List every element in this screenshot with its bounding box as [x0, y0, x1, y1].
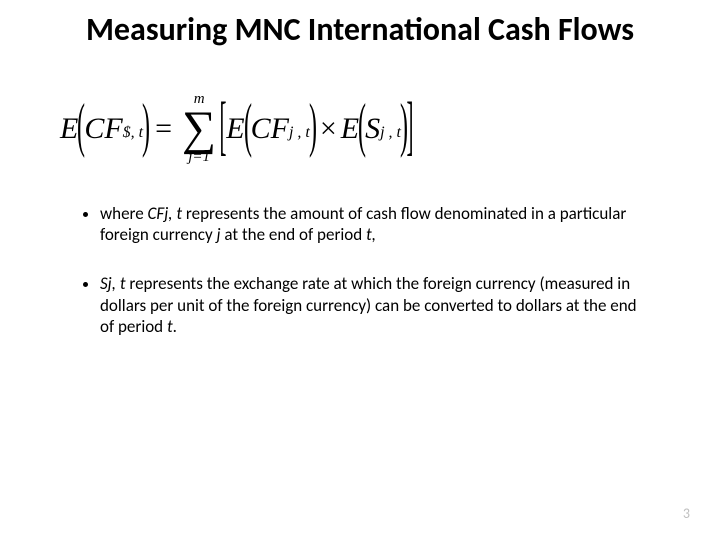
- bracket-open: [: [220, 89, 227, 164]
- lhs-CF: CF: [84, 112, 122, 146]
- r1-sub: j , t: [289, 124, 310, 142]
- slide-title: Measuring MNC International Cash Flows: [0, 0, 720, 49]
- r1-CF: CF: [251, 112, 289, 146]
- b2-mid: represents the exchange rate at which th…: [100, 273, 637, 337]
- paren-close-2: ): [309, 93, 317, 161]
- times: ×: [320, 112, 337, 146]
- paren-open-3: (: [358, 93, 366, 161]
- b1-mid2: at the end of period: [221, 224, 366, 245]
- b2-end: .: [173, 316, 177, 337]
- sum-lower: j=1: [188, 150, 210, 165]
- b1-pre: where: [100, 203, 148, 224]
- equals: =: [155, 112, 172, 146]
- paren-open: (: [77, 93, 85, 161]
- r2-E: E: [341, 112, 359, 146]
- r2-sub: j , t: [380, 124, 401, 142]
- bullet-1: where CFj, t represents the amount of ca…: [100, 203, 650, 246]
- r1-E: E: [226, 112, 244, 146]
- b1-var: CFj, t: [148, 203, 183, 224]
- b2-var: Sj, t: [100, 273, 126, 294]
- paren-open-2: (: [244, 93, 252, 161]
- formula: E ( CF $, t ) = m ∑ j=1 [ E ( CF j , t )…: [60, 89, 660, 169]
- page-number: 3: [683, 505, 690, 522]
- r2-S: S: [365, 112, 380, 146]
- bullet-list: where CFj, t represents the amount of ca…: [0, 189, 720, 337]
- bracket-close: ]: [406, 89, 413, 164]
- formula-container: E ( CF $, t ) = m ∑ j=1 [ E ( CF j , t )…: [0, 49, 720, 189]
- paren-close: ): [142, 93, 150, 161]
- b1-t: t,: [366, 224, 376, 245]
- bullet-2: Sj, t represents the exchange rate at wh…: [100, 273, 650, 337]
- sigma-icon: m ∑ j=1: [182, 92, 216, 165]
- lhs-E: E: [60, 112, 78, 146]
- lhs-sub: $, t: [123, 124, 143, 142]
